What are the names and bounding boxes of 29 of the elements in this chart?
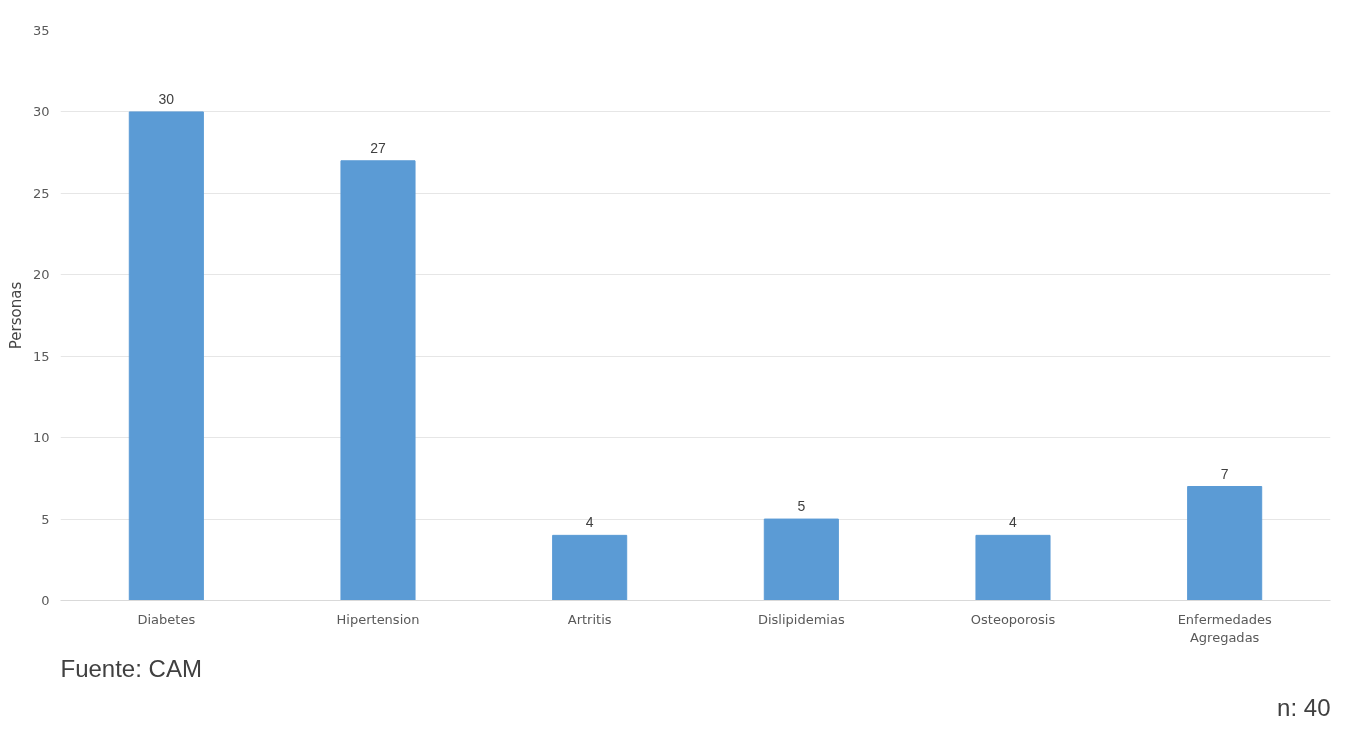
x-tick-label: Artritis [567, 611, 612, 627]
data-label: 5 [797, 498, 806, 515]
bar [763, 518, 839, 601]
x-tick-label: Diabetes [137, 611, 196, 627]
y-tick-label: 30 [32, 104, 50, 120]
y-tick-label: 35 [32, 23, 50, 38]
text: n: 40 [1277, 693, 1331, 721]
bar [340, 160, 416, 601]
x-tick-label: Dislipidemias [757, 611, 845, 627]
bar [975, 534, 1051, 601]
data-label: 27 [370, 139, 386, 156]
bar [1187, 486, 1263, 601]
x-tick-label: Hipertension [336, 611, 420, 627]
bar [552, 534, 628, 601]
y-tick-label: 0 [41, 593, 50, 608]
x-tick-label: Enfermedades Agregadas [1177, 611, 1272, 645]
data-label: 7 [1220, 465, 1229, 482]
data-label: 30 [158, 90, 175, 107]
y-tick-label: 5 [41, 511, 50, 527]
data-label: 4 [585, 514, 594, 531]
y-tick-label: 25 [32, 185, 50, 201]
x-tick-label: Osteoporosis [970, 611, 1056, 627]
y-tick-label: 10 [32, 430, 50, 446]
source-note: Fuente: CAM [60, 654, 202, 682]
bar [128, 111, 204, 601]
y-tick-label: 20 [32, 267, 50, 283]
y-tick-label: 15 [32, 348, 50, 364]
y-axis-title: Personas [6, 281, 25, 350]
data-label: 4 [1009, 514, 1018, 531]
